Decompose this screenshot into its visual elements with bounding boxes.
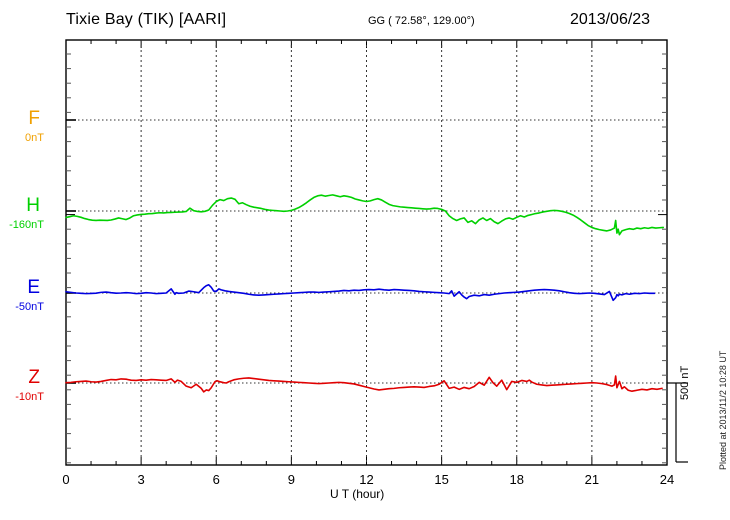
x-tick-label: 3 (138, 472, 145, 487)
x-tick-label: 12 (359, 472, 373, 487)
page-title: Tixie Bay (TIK) [AARI] (66, 11, 227, 28)
component-value-z: -10nT (15, 391, 44, 403)
x-tick-label: 6 (213, 472, 220, 487)
geographic-coordinates: GG ( 72.58°, 129.00°) (368, 15, 475, 27)
trace-h (65, 194, 665, 236)
observation-date: 2013/06/23 (570, 11, 651, 28)
x-tick-label: 9 (288, 472, 295, 487)
x-tick-label: 18 (510, 472, 524, 487)
x-tick-label: 24 (660, 472, 674, 487)
component-label-z: Z (28, 367, 40, 388)
scale-bar-label: 500 nT (679, 365, 691, 400)
component-value-e: -50nT (15, 301, 44, 313)
component-label-e: E (27, 277, 40, 298)
trace-e (65, 283, 656, 302)
x-tick-label: 0 (62, 472, 69, 487)
x-axis-label: U T (hour) (330, 487, 385, 501)
x-tick-label: 21 (585, 472, 599, 487)
component-label-h: H (26, 195, 40, 216)
trace-z (65, 375, 663, 393)
component-label-f: F (28, 108, 40, 129)
x-tick-label: 15 (434, 472, 448, 487)
component-value-h: -160nT (9, 219, 44, 231)
plotted-timestamp: Plotted at 2013/11/2 10:28 UT (718, 350, 728, 470)
component-value-f: 0nT (25, 132, 44, 144)
